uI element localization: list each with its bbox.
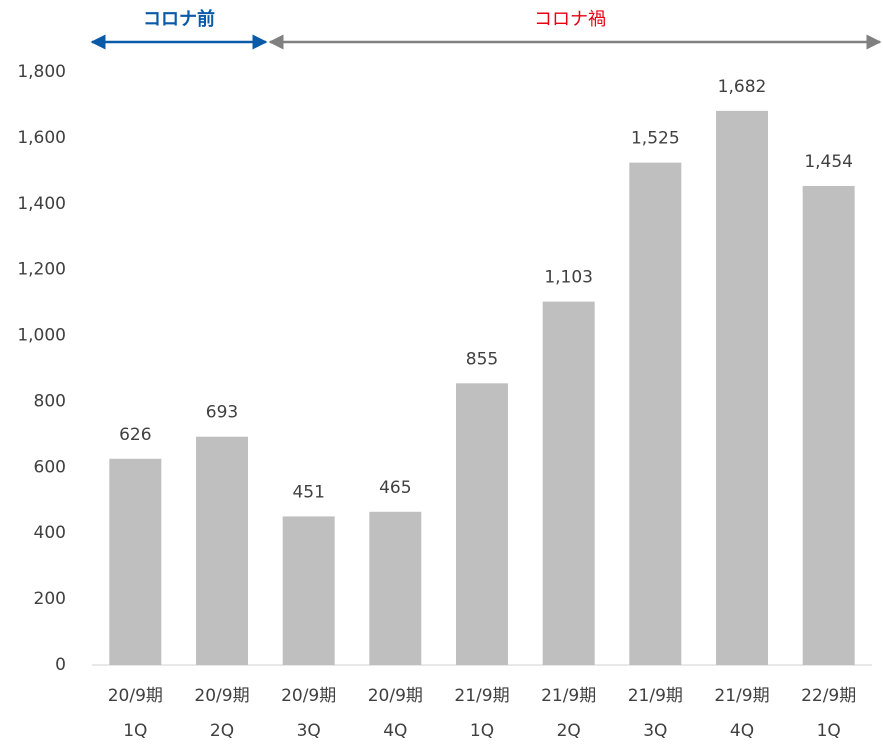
x-tick-label: 3Q <box>643 721 667 741</box>
x-tick-label: 20/9期 <box>368 686 423 706</box>
y-tick-label: 1,000 <box>17 326 66 346</box>
bar <box>456 383 508 665</box>
x-tick-label: 21/9期 <box>628 686 683 706</box>
x-tick-label: 20/9期 <box>194 686 249 706</box>
y-tick-label: 1,200 <box>17 260 66 280</box>
bar <box>109 458 162 665</box>
y-tick-label: 1,400 <box>17 194 66 214</box>
value-label: 1,525 <box>631 129 680 149</box>
bar <box>716 110 768 665</box>
x-tick-label: 4Q <box>730 721 754 741</box>
bar <box>196 436 248 665</box>
x-tick-label: 3Q <box>297 721 321 741</box>
y-tick-label: 800 <box>34 391 66 411</box>
value-label: 1,103 <box>544 268 593 288</box>
x-tick-label: 21/9期 <box>541 686 596 706</box>
y-tick-label: 1,800 <box>17 62 66 82</box>
annotation: コロナ前 <box>143 8 215 30</box>
x-tick-label: 20/9期 <box>108 686 163 706</box>
bar <box>802 185 855 665</box>
x-tick-label: 4Q <box>383 721 407 741</box>
x-tick-label: 20/9期 <box>281 686 336 706</box>
x-tick-label: 1Q <box>123 721 147 741</box>
value-label: 1,682 <box>718 77 767 97</box>
x-tick-label: 21/9期 <box>714 686 769 706</box>
x-tick-label: 2Q <box>557 721 581 741</box>
y-tick-label: 600 <box>34 457 66 477</box>
value-label: 1,454 <box>804 152 853 172</box>
value-label: 693 <box>206 403 238 423</box>
x-tick-label: 1Q <box>817 721 841 741</box>
value-label: 855 <box>466 349 498 369</box>
bar <box>282 516 335 665</box>
bar <box>629 162 682 665</box>
annotation: コロナ禍 <box>534 9 606 30</box>
x-tick-label: 1Q <box>470 721 494 741</box>
value-label: 626 <box>119 425 151 445</box>
bar <box>369 511 422 665</box>
y-tick-label: 200 <box>34 589 66 609</box>
x-tick-label: 22/9期 <box>801 686 856 706</box>
y-tick-label: 0 <box>55 655 66 675</box>
y-tick-label: 1,600 <box>17 128 66 148</box>
bar <box>542 301 595 665</box>
x-tick-label: 2Q <box>210 721 234 741</box>
value-label: 451 <box>292 482 324 502</box>
y-tick-label: 400 <box>34 523 66 543</box>
x-tick-label: 21/9期 <box>454 686 509 706</box>
value-label: 465 <box>379 478 411 498</box>
